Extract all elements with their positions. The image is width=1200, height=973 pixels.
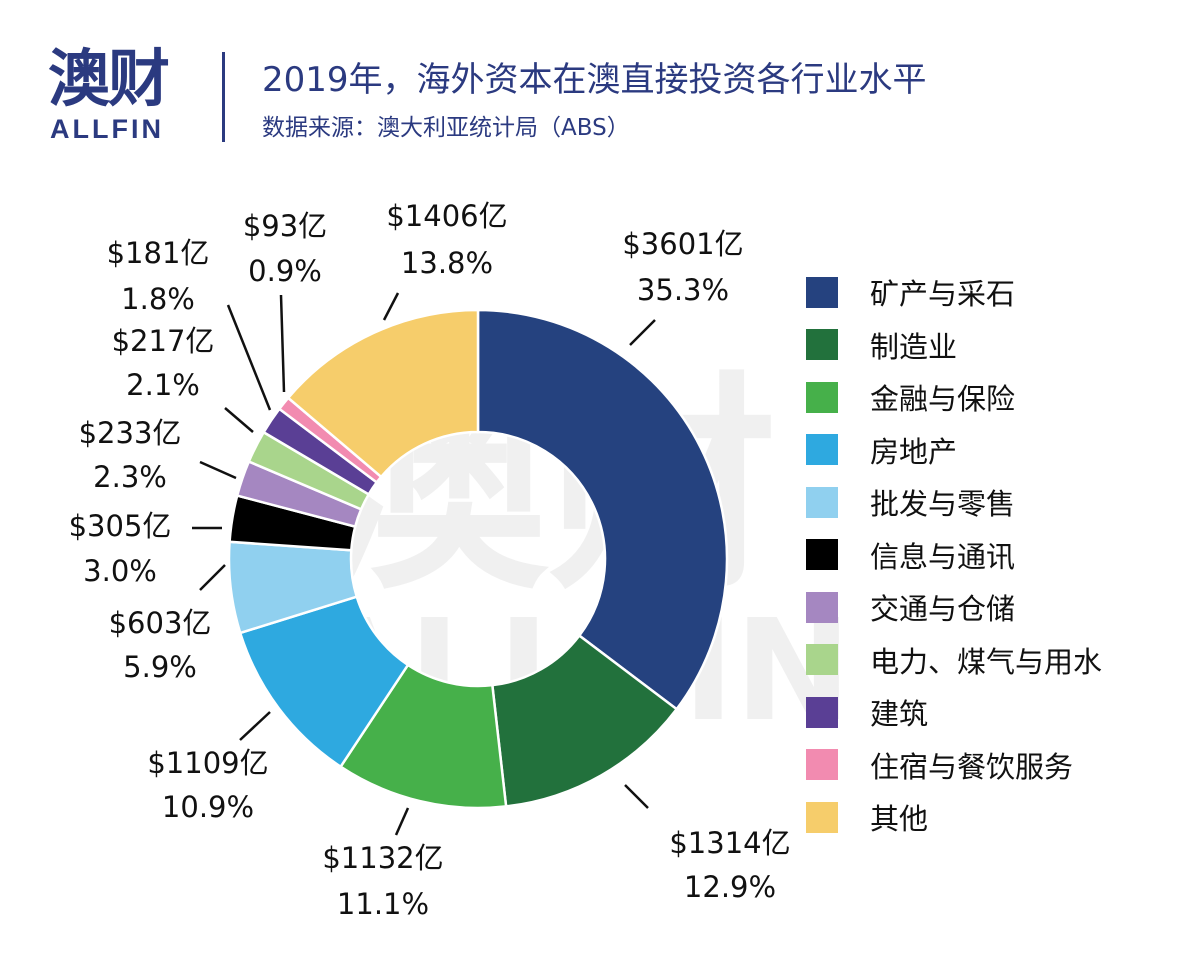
legend-label: 其他 [870,802,929,837]
legend-label: 交通与仓储 [870,592,1016,627]
header-divider [222,52,225,142]
slice-1 [490,633,679,808]
amount-label-4: $603亿 [109,606,212,640]
percent-label-4: 5.9% [123,650,197,684]
percent-label-7: 2.1% [126,368,200,402]
legend-item: 金融与保险 [806,371,1102,424]
percent-label-5: 3.0% [83,554,157,588]
amount-label-0: $3601亿 [622,227,743,261]
slice-0 [476,308,729,711]
leader-line-1 [624,784,649,809]
amount-label-8: $181亿 [107,236,210,270]
chart-subtitle: 数据来源：澳大利亚统计局（ABS） [262,115,630,141]
legend-label: 建筑 [870,697,929,732]
legend-item: 建筑 [806,686,1102,739]
legend-item: 房地产 [806,424,1102,477]
legend-label: 矿产与采石 [870,277,1016,312]
leader-line-2 [394,807,410,836]
chart-title: 2019年，海外资本在澳直接投资各行业水平 [262,60,927,100]
percent-label-6: 2.3% [93,460,167,494]
percent-label-2: 11.1% [337,887,429,921]
legend-label: 金融与保险 [870,382,1016,417]
amount-label-1: $1314亿 [669,826,790,860]
legend-swatch [806,539,838,571]
legend-item: 批发与零售 [806,476,1102,529]
legend-swatch [806,591,838,623]
percent-label-8: 1.8% [121,282,195,316]
percent-label-0: 35.3% [637,273,729,307]
percent-label-9: 0.9% [248,254,322,288]
amount-label-3: $1109亿 [147,746,268,780]
legend-item: 矿产与采石 [806,266,1102,319]
amount-label-10: $1406亿 [386,199,507,233]
legend-label: 电力、煤气与用水 [870,644,1103,679]
amount-label-2: $1132亿 [322,841,443,875]
legend-swatch [806,644,838,676]
legend-label: 制造业 [870,329,958,364]
logo-english: ALLFIN [50,114,164,144]
legend-item: 交通与仓储 [806,581,1102,634]
legend-swatch [806,329,838,361]
legend-item: 信息与通讯 [806,529,1102,582]
percent-label-1: 12.9% [684,870,776,904]
legend-label: 住宿与餐饮服务 [870,749,1074,784]
legend-item: 其他 [806,791,1102,844]
leader-line-10 [382,292,400,321]
logo-chinese: 澳财 [48,42,170,115]
legend-swatch [806,276,838,308]
leader-line-6 [199,460,237,480]
legend-swatch [806,486,838,518]
leader-line-0 [629,319,656,346]
legend-item: 住宿与餐饮服务 [806,739,1102,792]
legend-item: 制造业 [806,319,1102,372]
amount-label-9: $93亿 [243,209,327,243]
legend-swatch [806,749,838,781]
legend-swatch [806,434,838,466]
amount-label-6: $233亿 [79,416,182,450]
leader-line-3 [239,711,271,741]
legend: 矿产与采石制造业金融与保险房地产批发与零售信息与通讯交通与仓储电力、煤气与用水建… [806,266,1102,844]
leader-line-7 [224,407,254,433]
legend-item: 电力、煤气与用水 [806,634,1102,687]
slice-10 [286,308,480,479]
leader-line-9 [279,294,286,393]
amount-label-5: $305亿 [69,509,172,543]
legend-label: 信息与通讯 [870,539,1016,574]
percent-label-3: 10.9% [162,790,254,824]
legend-swatch [806,696,838,728]
legend-label: 房地产 [870,434,958,469]
amount-label-7: $217亿 [112,324,215,358]
legend-swatch [806,801,838,833]
leader-line-8 [226,304,272,411]
legend-swatch [806,381,838,413]
percent-label-10: 13.8% [401,246,493,280]
legend-label: 批发与零售 [870,487,1016,522]
leader-line-4 [199,564,226,591]
